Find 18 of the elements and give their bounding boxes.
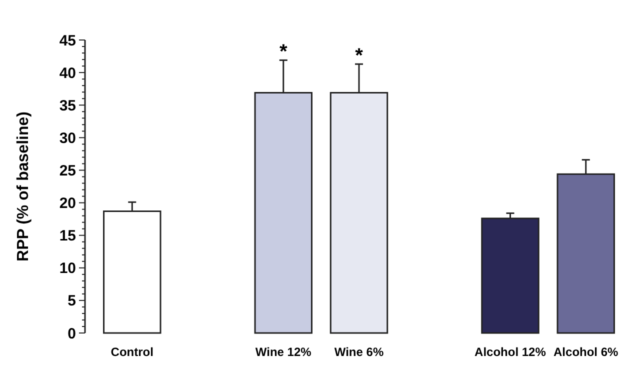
y-tick-label: 5	[68, 292, 76, 310]
y-tick-label: 35	[59, 97, 76, 114]
y-tick-label: 20	[59, 195, 76, 212]
y-tick-label: 30	[59, 130, 76, 147]
y-axis-title: RPP (% of baseline)	[15, 112, 32, 262]
x-tick-label: Alcohol 12%	[474, 345, 546, 359]
y-tick-label: 45	[59, 32, 76, 50]
y-tick-label: 25	[59, 162, 76, 180]
y-tick-label: 15	[59, 228, 76, 245]
annotation: *	[279, 41, 288, 64]
y-tick-label: 40	[59, 64, 76, 82]
x-tick-label: Wine 12%	[255, 345, 312, 359]
annotation: *	[355, 45, 364, 68]
x-tick-label: Alcohol 6%	[554, 345, 619, 359]
y-tick-label: 0	[68, 325, 76, 342]
y-tick-label: 10	[59, 260, 76, 278]
x-tick-label: Control	[110, 345, 154, 359]
x-tick-label: Wine 6%	[334, 345, 384, 359]
